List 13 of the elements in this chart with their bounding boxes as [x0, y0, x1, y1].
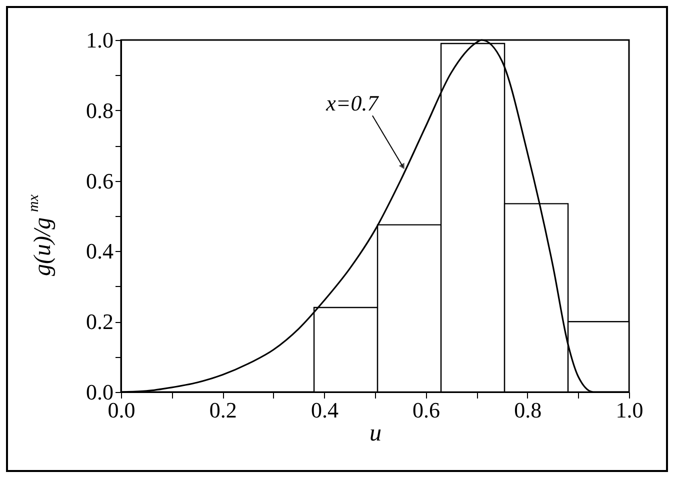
y-tick-label: 0.6 [86, 168, 114, 194]
x-tick-label: 0.2 [209, 398, 237, 422]
y-tick-label: 0.2 [86, 309, 114, 334]
annotation: x=0.7 [325, 90, 380, 116]
x-tick-label: 1.0 [616, 398, 644, 422]
x-tick-label: 0.6 [412, 398, 440, 422]
x-axis-title: u [370, 420, 382, 446]
y-axis-title: g(u)/gmx [26, 194, 56, 276]
x-tick-label: 0.4 [310, 398, 338, 422]
y-tick-label: 1.0 [86, 28, 114, 52]
x-tick-label: 0.8 [514, 398, 542, 422]
y-tick-label: 0.4 [86, 238, 114, 264]
y-tick-label: 0.8 [86, 98, 114, 123]
